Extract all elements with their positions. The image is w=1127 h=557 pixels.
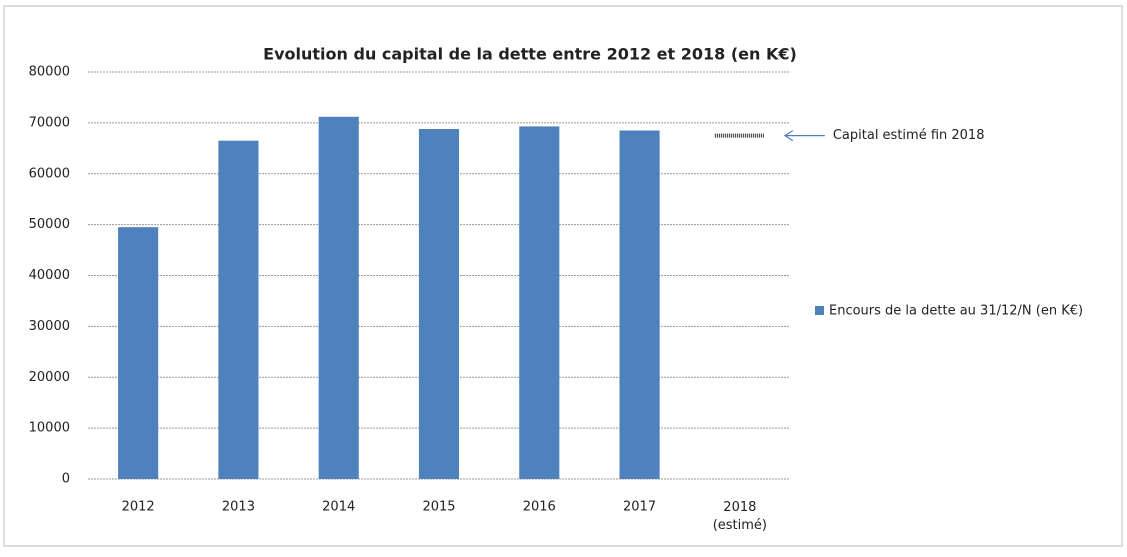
bar	[519, 126, 560, 479]
y-tick-label: 50000	[29, 217, 70, 232]
bar	[418, 128, 460, 480]
x-tick-label: 2016	[523, 500, 556, 515]
bar	[218, 140, 259, 479]
bar	[118, 227, 159, 479]
x-tick-label: 2012	[122, 500, 155, 515]
chart-title: Evolution du capital de la dette entre 2…	[263, 45, 797, 64]
y-tick-label: 70000	[29, 115, 70, 130]
x-tick-label: 2013	[222, 500, 255, 515]
x-tick-label: 2014	[322, 500, 355, 515]
y-tick-label: 20000	[29, 370, 70, 385]
y-tick-label: 60000	[29, 166, 70, 181]
bar	[318, 116, 359, 480]
legend-swatch	[815, 306, 824, 315]
x-tick-label: 2017	[623, 500, 656, 515]
legend-label: Encours de la dette au 31/12/N (en K€)	[829, 304, 1083, 319]
x-tick-label: 2015	[422, 500, 455, 515]
annotation-arrow	[783, 130, 825, 142]
x-tick-label: 2018 (estimé)	[713, 500, 767, 533]
annotation: Capital estimé fin 2018	[833, 128, 985, 143]
bar	[619, 130, 660, 479]
y-tick-label: 10000	[29, 421, 70, 436]
y-tick-label: 0	[62, 472, 70, 487]
y-tick-label: 30000	[29, 319, 70, 334]
y-tick-label: 40000	[29, 268, 70, 283]
y-tick-label: 80000	[29, 65, 70, 80]
chart-border	[3, 5, 1123, 547]
